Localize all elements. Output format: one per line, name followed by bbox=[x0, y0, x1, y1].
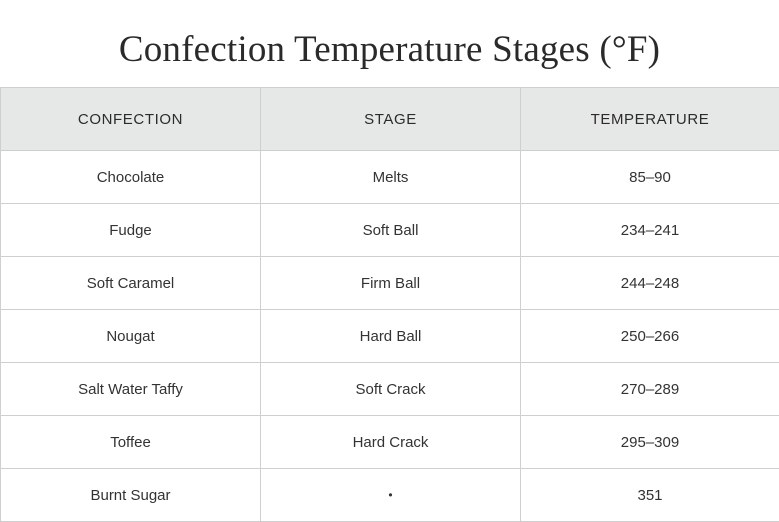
column-header-temperature: TEMPERATURE bbox=[520, 87, 779, 151]
stage-cell: • bbox=[260, 468, 521, 522]
table-row: Salt Water Taffy Soft Crack 270–289 bbox=[0, 362, 779, 416]
confection-cell: Nougat bbox=[0, 309, 261, 363]
table-header-row: CONFECTION STAGE TEMPERATURE bbox=[0, 87, 779, 151]
confection-cell: Burnt Sugar bbox=[0, 468, 261, 522]
stage-cell: Melts bbox=[260, 150, 521, 204]
temperature-cell: 234–241 bbox=[520, 203, 779, 257]
confection-cell: Fudge bbox=[0, 203, 261, 257]
temperature-cell: 295–309 bbox=[520, 415, 779, 469]
stage-cell: Firm Ball bbox=[260, 256, 521, 310]
confection-cell: Soft Caramel bbox=[0, 256, 261, 310]
temperature-cell: 351 bbox=[520, 468, 779, 522]
confection-cell: Salt Water Taffy bbox=[0, 362, 261, 416]
temperature-cell: 270–289 bbox=[520, 362, 779, 416]
temperature-cell: 85–90 bbox=[520, 150, 779, 204]
temperature-cell: 250–266 bbox=[520, 309, 779, 363]
table-row: Fudge Soft Ball 234–241 bbox=[0, 203, 779, 257]
temperature-table: CONFECTION STAGE TEMPERATURE Chocolate M… bbox=[0, 87, 779, 522]
table-row: Nougat Hard Ball 250–266 bbox=[0, 309, 779, 363]
stage-cell: Hard Ball bbox=[260, 309, 521, 363]
confection-cell: Chocolate bbox=[0, 150, 261, 204]
table-row: Soft Caramel Firm Ball 244–248 bbox=[0, 256, 779, 310]
stage-cell: Soft Crack bbox=[260, 362, 521, 416]
column-header-confection: CONFECTION bbox=[0, 87, 261, 151]
stage-cell: Soft Ball bbox=[260, 203, 521, 257]
column-header-stage: STAGE bbox=[260, 87, 521, 151]
table-row: Burnt Sugar • 351 bbox=[0, 468, 779, 522]
table-row: Chocolate Melts 85–90 bbox=[0, 150, 779, 204]
stage-cell: Hard Crack bbox=[260, 415, 521, 469]
temperature-cell: 244–248 bbox=[520, 256, 779, 310]
page-title: Confection Temperature Stages (°F) bbox=[118, 29, 661, 70]
table-row: Toffee Hard Crack 295–309 bbox=[0, 415, 779, 469]
confection-cell: Toffee bbox=[0, 415, 261, 469]
